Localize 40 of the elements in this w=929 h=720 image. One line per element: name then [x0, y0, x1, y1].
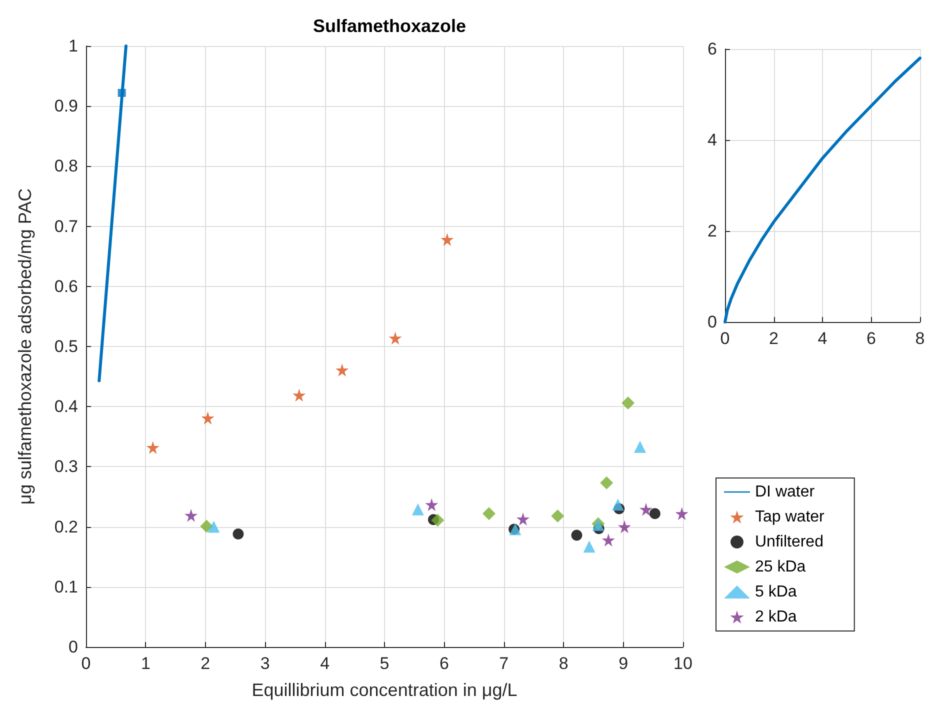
x-tick-label: 10 [674, 654, 692, 673]
legend-label: DI water [755, 484, 816, 500]
y-tick-label: 0.1 [54, 577, 78, 596]
legend-label: Unfiltered [755, 534, 824, 550]
legend-label: Tap water [755, 508, 826, 526]
y-tick-label: 0.9 [54, 96, 78, 116]
x-tick-label: 6 [866, 329, 876, 348]
x-tick-label: 5 [380, 654, 390, 673]
y-tick-label: 0.8 [54, 156, 78, 176]
y-axis-title: μg sulfamethoxazole adsorbed/mg PAC [15, 188, 35, 505]
x-tick-label: 9 [618, 654, 628, 673]
y-tick-label: 0.3 [54, 457, 78, 476]
y-tick-label: 0.7 [54, 216, 78, 236]
x-tick-label: 1 [140, 654, 150, 673]
y-tick-label: 4 [708, 130, 717, 150]
x-tick-label: 4 [320, 654, 330, 673]
x-tick-label: 7 [499, 654, 509, 673]
legend-label: 2 kDa [755, 608, 797, 626]
x-tick-label: 2 [200, 654, 210, 673]
y-tick-label: 0 [708, 312, 717, 332]
legend-label: 25 kDa [755, 558, 806, 576]
chart-title: Sulfamethoxazole [312, 16, 466, 36]
y-tick-label: 1 [68, 36, 78, 56]
y-tick-label: 0 [68, 638, 78, 656]
y-tick-label: 0.4 [54, 397, 78, 416]
x-tick-label: 8 [915, 329, 925, 348]
x-tick-label: 2 [769, 329, 778, 348]
x-tick-label: 8 [558, 654, 568, 673]
x-tick-label: 6 [439, 654, 449, 673]
y-tick-label: 0.2 [54, 517, 78, 536]
x-tick-label: 0 [81, 654, 91, 673]
x-tick-label: 4 [818, 329, 828, 348]
x-tick-label: 3 [260, 654, 270, 673]
y-tick-label: 6 [708, 40, 717, 58]
y-tick-label: 0.6 [54, 276, 78, 296]
y-tick-label: 0.5 [54, 337, 78, 356]
x-tick-label: 0 [720, 329, 730, 348]
x-axis-title: Equillibrium concentration in μg/L [252, 680, 518, 700]
y-tick-label: 2 [708, 222, 717, 240]
legend-label: 5 kDa [755, 584, 797, 600]
